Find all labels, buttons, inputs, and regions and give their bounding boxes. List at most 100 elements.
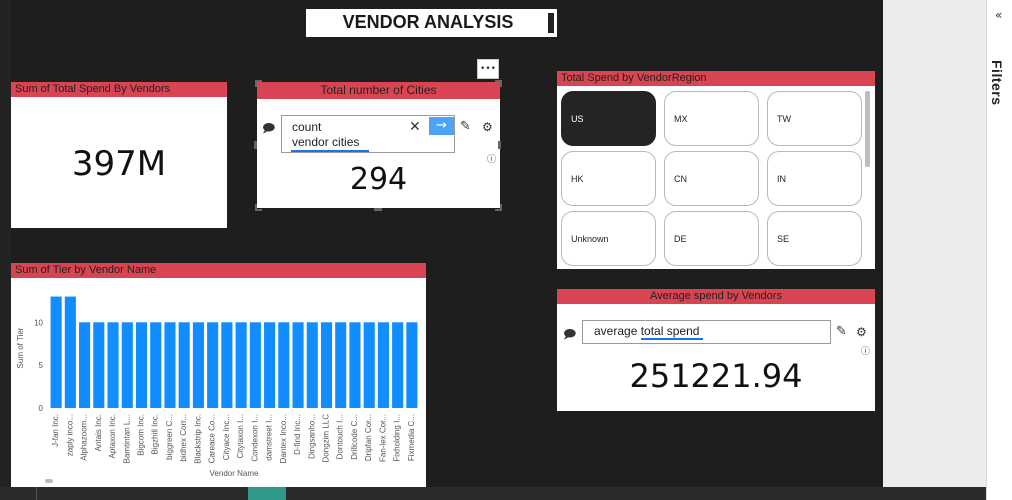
tier-bar[interactable] bbox=[320, 322, 333, 408]
turn-into-visual-icon[interactable]: ✎ bbox=[836, 324, 847, 339]
x-tick-label: Dingsanho... bbox=[307, 414, 316, 459]
comment-icon[interactable]: 🗩 bbox=[262, 121, 276, 135]
page-tab-divider bbox=[36, 487, 37, 500]
resize-corner-tl[interactable] bbox=[255, 80, 262, 87]
x-tick-label: Citytaxon I... bbox=[236, 414, 245, 458]
region-slicer-item[interactable]: TW bbox=[767, 91, 862, 146]
tier-bar[interactable] bbox=[135, 322, 148, 408]
avg-spend-card[interactable]: Average spend by Vendors 🗩 average total… bbox=[557, 289, 875, 411]
cities-qa-card[interactable]: Total number of Cities 🗩 count vendor ci… bbox=[257, 82, 500, 208]
cities-qa-line2: vendor cities bbox=[292, 135, 360, 149]
region-slicer-header: Total Spend by VendorRegion bbox=[557, 71, 875, 86]
settings-icon[interactable]: ⚙ bbox=[482, 120, 493, 134]
slicer-scrollbar[interactable] bbox=[865, 91, 870, 167]
x-tick-label: zaply inco... bbox=[65, 414, 74, 456]
report-title-box[interactable]: VENDOR ANALYSIS bbox=[306, 9, 557, 37]
tier-bar[interactable] bbox=[121, 322, 133, 408]
tier-bar[interactable] bbox=[335, 322, 347, 408]
x-tick-label: bidhex Corr... bbox=[179, 414, 188, 462]
x-tick-label: Alphazoom... bbox=[80, 414, 89, 461]
tier-bar[interactable] bbox=[50, 296, 62, 408]
resize-handle-left[interactable] bbox=[254, 141, 257, 149]
avg-spend-value: 251221.94 bbox=[629, 357, 803, 395]
arrow-right-icon: → bbox=[436, 118, 447, 133]
filters-pane[interactable]: « Filters bbox=[986, 0, 1012, 500]
tier-bar[interactable] bbox=[79, 322, 91, 408]
x-tick-label: Cityace Inc... bbox=[222, 414, 231, 460]
tier-bar[interactable] bbox=[107, 322, 119, 408]
cities-qa-input[interactable] bbox=[281, 115, 455, 153]
total-spend-card[interactable]: Sum of Total Spend By Vendors 397M bbox=[11, 82, 227, 228]
submit-button[interactable]: → bbox=[429, 117, 454, 135]
report-title: VENDOR ANALYSIS bbox=[342, 12, 514, 32]
tier-bar[interactable] bbox=[249, 322, 261, 408]
chart-h-scrollbar[interactable] bbox=[45, 479, 53, 483]
tier-chart-header: Sum of Tier by Vendor Name bbox=[11, 263, 426, 278]
comment-icon[interactable]: 🗩 bbox=[563, 327, 577, 341]
canvas-left-margin bbox=[0, 0, 11, 487]
resize-corner-tr[interactable] bbox=[495, 80, 502, 87]
cities-qa-underline bbox=[291, 150, 369, 152]
settings-icon[interactable]: ⚙ bbox=[856, 325, 867, 339]
cities-qa-line1: count bbox=[292, 120, 322, 134]
collapse-chevron-icon[interactable]: « bbox=[995, 8, 1003, 22]
total-spend-header: Sum of Total Spend By Vendors bbox=[11, 82, 227, 97]
region-slicer-item[interactable]: DE bbox=[664, 211, 759, 266]
tier-bar[interactable] bbox=[292, 322, 304, 408]
tier-chart-panel[interactable]: Sum of Tier by Vendor Name 0 5 10 Sum of Ti… bbox=[11, 263, 426, 487]
x-tick-label: Dontouch I... bbox=[336, 414, 345, 459]
page-tab-active[interactable] bbox=[248, 487, 286, 500]
tier-bar[interactable] bbox=[377, 322, 389, 408]
clear-icon[interactable]: ✕ bbox=[409, 119, 421, 135]
x-tick-label: Drillcode C... bbox=[350, 414, 359, 460]
resize-corner-bl[interactable] bbox=[255, 204, 262, 211]
avg-qa-text: average total spend bbox=[594, 324, 700, 338]
resize-corner-br[interactable] bbox=[495, 204, 502, 211]
x-tick-label: Bigcom Inc. bbox=[137, 414, 146, 456]
tier-bar[interactable] bbox=[264, 322, 276, 408]
x-axis-label: Vendor Name bbox=[210, 469, 259, 478]
x-tick-label: Aptaxon Inc. bbox=[108, 414, 117, 458]
tier-bar[interactable] bbox=[235, 322, 247, 408]
info-icon[interactable]: ⓘ bbox=[487, 155, 497, 165]
y-tick-label: 5 bbox=[39, 361, 44, 370]
resize-handle-bottom[interactable] bbox=[374, 208, 382, 211]
x-tick-label: Fixmedia C... bbox=[407, 414, 416, 461]
tier-bar[interactable] bbox=[221, 322, 233, 408]
x-tick-label: Bamtintan L... bbox=[122, 414, 131, 463]
avg-qa-input[interactable] bbox=[582, 320, 831, 344]
x-tick-label: Dripfan Cor... bbox=[364, 414, 373, 461]
more-options-button[interactable]: ••• bbox=[477, 59, 499, 79]
x-tick-label: J-fan Inc. bbox=[51, 414, 60, 447]
x-tick-label: Condexon I... bbox=[250, 414, 259, 462]
tier-bar[interactable] bbox=[150, 322, 162, 408]
tier-bar[interactable] bbox=[192, 322, 204, 408]
region-slicer-item[interactable]: SE bbox=[767, 211, 862, 266]
region-slicer-item[interactable]: US bbox=[561, 91, 656, 146]
region-slicer-item[interactable]: MX bbox=[664, 91, 759, 146]
x-tick-label: Blackstrip Inc. bbox=[193, 414, 202, 464]
region-slicer-item[interactable]: Unknown bbox=[561, 211, 656, 266]
region-slicer-item[interactable]: HK bbox=[561, 151, 656, 206]
tier-bar[interactable] bbox=[392, 322, 404, 408]
tier-bar[interactable] bbox=[178, 322, 190, 408]
tier-bar[interactable] bbox=[164, 322, 176, 408]
region-slicer-item[interactable]: CN bbox=[664, 151, 759, 206]
x-tick-label: Antais Inc. bbox=[94, 414, 103, 451]
avg-spend-header: Average spend by Vendors bbox=[557, 289, 875, 304]
tier-bar[interactable] bbox=[93, 322, 105, 408]
avg-qa-underline bbox=[641, 338, 703, 340]
tier-bar[interactable] bbox=[207, 322, 219, 408]
y-tick-label: 10 bbox=[34, 318, 43, 327]
tier-bar[interactable] bbox=[306, 322, 318, 408]
tier-bar[interactable] bbox=[349, 322, 361, 408]
tier-bar[interactable] bbox=[363, 322, 375, 408]
region-slicer-item[interactable]: IN bbox=[767, 151, 862, 206]
tier-bar[interactable] bbox=[64, 296, 76, 408]
tier-bar[interactable] bbox=[406, 322, 418, 408]
info-icon[interactable]: ⓘ bbox=[861, 347, 871, 357]
region-slicer[interactable]: Total Spend by VendorRegion US MX TW HK CN IN… bbox=[557, 71, 875, 269]
turn-into-visual-icon[interactable]: ✎ bbox=[460, 119, 471, 134]
resize-handle-right[interactable] bbox=[498, 141, 501, 149]
tier-bar[interactable] bbox=[278, 322, 290, 408]
